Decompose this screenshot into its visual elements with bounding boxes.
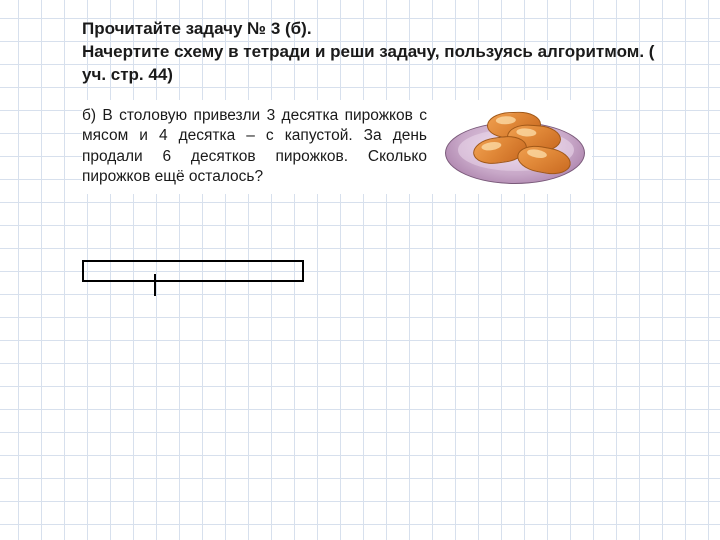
segment-box	[82, 260, 304, 282]
problem-text: б) В столовую привезли 3 десятка пирожко…	[82, 106, 427, 188]
header-line-2: Начертите схему в тетради и реши задачу,…	[82, 41, 670, 87]
segment-tick	[154, 274, 156, 296]
segment-diagram	[82, 260, 304, 306]
header-line-1: Прочитайте задачу № 3 (б).	[82, 18, 670, 41]
pirogi-illustration	[445, 102, 585, 192]
task-header: Прочитайте задачу № 3 (б). Начертите схе…	[82, 18, 670, 87]
